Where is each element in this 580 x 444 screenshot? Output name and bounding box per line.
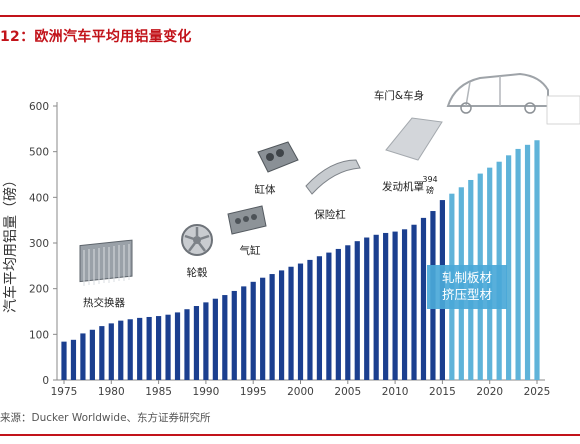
source-note: 来源：Ducker Worldwide、东方证券研究所 — [0, 412, 211, 424]
bumper-icon — [305, 159, 361, 195]
x-tick-label: 1985 — [145, 386, 172, 398]
actual-bar-2006 — [354, 241, 360, 380]
forecast-legend-box — [427, 265, 507, 309]
x-tick-label: 2025 — [524, 386, 551, 398]
forecast-bar-2023 — [515, 148, 521, 380]
actual-bar-2012 — [411, 224, 417, 380]
actual-bar-1997 — [269, 274, 275, 380]
x-tick-label: 2015 — [429, 386, 456, 398]
forecast-label-1: 挤压型材 — [442, 287, 492, 302]
actual-bar-1991 — [212, 298, 218, 380]
actual-bar-1983 — [137, 317, 143, 380]
actual-bar-2011 — [401, 229, 408, 380]
actual-bar-2010 — [392, 231, 398, 380]
y-tick-label: 100 — [29, 329, 49, 341]
wheel-rim-icon — [181, 224, 213, 256]
annotation-label-4: 保险杠 — [314, 208, 346, 221]
x-tick-label: 2005 — [334, 386, 361, 398]
actual-bar-1996 — [260, 277, 266, 380]
actual-bar-1995 — [250, 281, 256, 380]
actual-bar-2005 — [345, 245, 351, 380]
actual-bar-1982 — [127, 319, 133, 380]
x-tick-label: 2020 — [476, 386, 503, 398]
cylinder-head-icon — [227, 205, 267, 235]
y-tick-label: 0 — [42, 375, 49, 387]
actual-bar-1994 — [241, 286, 247, 380]
annotation-label-7: 394 — [422, 175, 437, 184]
actual-bar-2007 — [364, 237, 370, 380]
actual-bar-1988 — [184, 309, 190, 380]
x-tick-label: 2000 — [287, 386, 314, 398]
engine-block-icon — [257, 141, 299, 173]
actual-bar-1976 — [70, 339, 77, 380]
actual-bar-2001 — [307, 259, 313, 380]
annotation-label-6: 车门&车身 — [374, 89, 424, 102]
actual-bar-2009 — [383, 232, 389, 380]
actual-bar-1986 — [165, 314, 171, 380]
hood-panel-icon — [385, 117, 443, 161]
actual-bar-1977 — [80, 333, 86, 380]
actual-bar-1984 — [146, 316, 152, 380]
forecast-label-0: 轧制板材 — [442, 270, 492, 285]
x-tick-label: 2010 — [382, 386, 409, 398]
overlay-box — [546, 95, 580, 125]
actual-bar-1981 — [118, 320, 124, 380]
actual-bar-1992 — [222, 295, 228, 380]
actual-bar-1990 — [203, 302, 209, 380]
car-body-frame-icon — [446, 72, 549, 114]
actual-bar-2013 — [420, 217, 427, 380]
figure-title: 12：欧洲汽车平均用铝量变化 — [0, 29, 192, 45]
y-tick-label: 300 — [29, 238, 49, 250]
actual-bar-1993 — [231, 290, 237, 380]
forecast-bar-2024 — [524, 144, 531, 380]
annotation-label-8: 磅 — [426, 185, 434, 195]
actual-bar-1999 — [288, 266, 294, 380]
actual-bar-2000 — [297, 263, 304, 380]
actual-bar-1979 — [99, 326, 105, 380]
y-tick-label: 200 — [29, 284, 49, 296]
annotation-label-3: 缸体 — [255, 183, 276, 196]
annotation-label-1: 轮毂 — [187, 266, 208, 279]
x-tick-label: 1980 — [98, 386, 125, 398]
x-tick-label: 1975 — [51, 386, 78, 398]
actual-bar-1989 — [193, 306, 200, 380]
actual-bar-2003 — [326, 252, 332, 380]
forecast-bar-2025 — [534, 140, 540, 380]
actual-bar-1980 — [108, 323, 114, 380]
heat-exchanger-icon — [79, 239, 133, 286]
x-tick-label: 1990 — [193, 386, 220, 398]
annotation-label-2: 气缸 — [240, 244, 261, 257]
top-rule — [0, 15, 580, 17]
y-tick-label: 500 — [29, 147, 49, 159]
forecast-bar-2022 — [506, 155, 512, 380]
actual-bar-1987 — [174, 312, 181, 380]
actual-bar-2002 — [316, 256, 323, 380]
annotation-label-5: 发动机罩 — [382, 180, 424, 193]
actual-bar-1985 — [156, 316, 162, 380]
bottom-rule — [0, 434, 580, 436]
actual-bar-1975 — [61, 341, 67, 380]
actual-bar-1978 — [89, 329, 95, 380]
actual-bar-2004 — [335, 248, 341, 380]
y-axis-title: 汽车平均用铝量（磅） — [2, 173, 19, 313]
x-tick-label: 1995 — [240, 386, 267, 398]
actual-bar-2008 — [373, 234, 379, 380]
annotation-label-0: 热交换器 — [83, 296, 125, 309]
actual-bar-1998 — [278, 270, 285, 380]
y-tick-label: 400 — [29, 192, 49, 204]
y-tick-label: 600 — [29, 101, 49, 113]
